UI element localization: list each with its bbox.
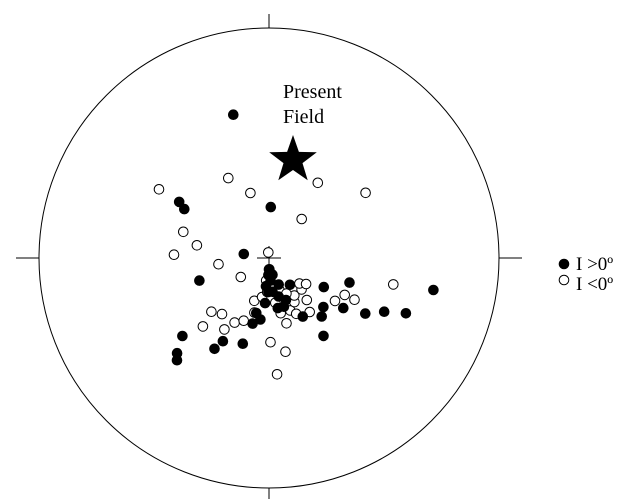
data-point-positive-23 (267, 269, 278, 281)
data-point-positive-10 (217, 335, 229, 347)
data-point-negative-8 (235, 271, 247, 283)
data-point-negative-45 (329, 295, 341, 307)
data-point-positive-28 (297, 311, 309, 322)
data-point-positive-6 (177, 330, 188, 342)
series-negative-inclination (153, 172, 399, 380)
data-point-negative-6 (168, 249, 180, 260)
data-point-negative-38 (339, 289, 351, 301)
data-point-positive-31 (316, 311, 328, 322)
data-point-positive-14 (255, 314, 266, 325)
data-point-negative-9 (206, 306, 217, 318)
data-point-negative-13 (229, 317, 240, 328)
data-point-positive-8 (171, 354, 183, 366)
data-point-negative-0 (263, 247, 274, 258)
data-point-positive-3 (179, 203, 190, 215)
data-point-positive-36 (428, 284, 439, 296)
data-point-negative-12 (219, 324, 230, 335)
data-point-positive-0 (265, 201, 277, 213)
data-point-positive-39 (360, 308, 371, 319)
data-point-negative-43 (360, 187, 371, 199)
data-point-negative-2 (223, 172, 234, 184)
data-point-positive-35 (344, 277, 355, 288)
data-point-positive-11 (237, 338, 249, 350)
data-point-negative-37 (300, 278, 312, 290)
data-point-negative-39 (349, 294, 360, 306)
data-point-negative-44 (265, 336, 276, 348)
data-point-negative-35 (280, 346, 291, 358)
data-point-positive-27 (280, 294, 292, 306)
data-point-negative-5 (191, 240, 203, 251)
data-point-negative-11 (216, 308, 228, 320)
data-point-positive-4 (238, 248, 250, 260)
data-point-positive-1 (228, 109, 239, 120)
cardinal-ticks (16, 14, 522, 499)
data-point-negative-31 (301, 294, 313, 306)
legend-label-negative: I <0º (576, 274, 613, 295)
legend-filled-circle-icon (558, 258, 570, 270)
data-point-negative-7 (213, 258, 224, 270)
data-point-negative-24 (281, 318, 292, 329)
data-point-positive-30 (284, 279, 296, 291)
present-field-star-icon (269, 135, 317, 181)
data-point-positive-34 (318, 281, 330, 293)
annotation-present: Present (283, 81, 342, 103)
legend-label-positive: I >0º (576, 254, 613, 275)
data-point-negative-1 (245, 187, 256, 199)
legend-open-circle-icon (558, 274, 570, 286)
data-point-negative-10 (197, 321, 209, 332)
data-point-positive-15 (259, 297, 271, 309)
data-point-positive-29 (318, 330, 329, 342)
data-point-negative-40 (388, 279, 399, 290)
data-point-positive-26 (273, 279, 285, 290)
data-point-negative-4 (178, 226, 189, 238)
data-point-positive-38 (378, 306, 390, 318)
annotation-field: Field (283, 106, 324, 128)
data-point-negative-42 (312, 177, 324, 189)
data-point-positive-2 (173, 196, 185, 208)
series-positive-inclination (171, 109, 439, 366)
data-point-positive-32 (318, 301, 329, 313)
data-point-negative-14 (238, 315, 249, 327)
data-point-positive-33 (338, 302, 349, 314)
data-point-positive-37 (400, 308, 412, 319)
data-point-positive-9 (209, 343, 220, 355)
data-point-negative-34 (271, 369, 283, 380)
data-point-positive-5 (194, 275, 205, 286)
data-point-negative-41 (296, 213, 308, 225)
data-point-negative-3 (153, 184, 165, 195)
legend: I >0º I <0º (558, 254, 613, 295)
